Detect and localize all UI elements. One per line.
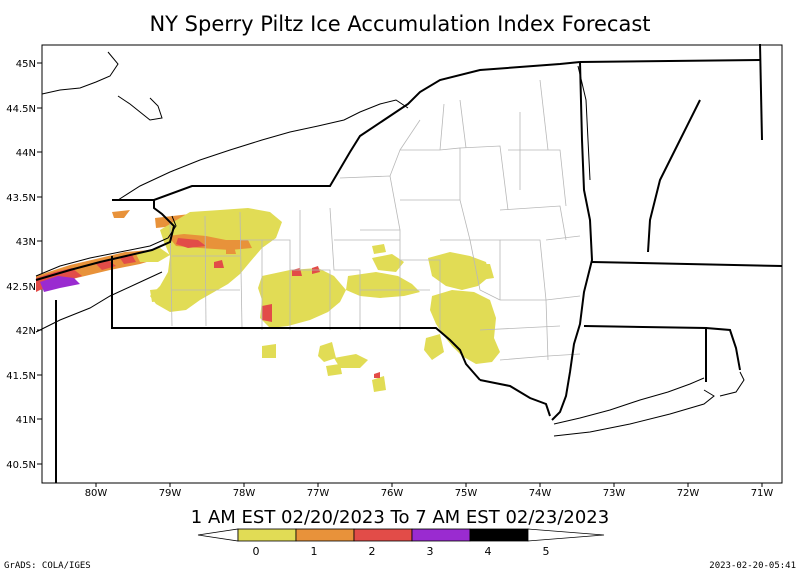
ice-catskills (430, 290, 500, 364)
lake-ontario-north-shore (117, 99, 409, 201)
lon-label-74w: 74W (529, 488, 552, 499)
ice-catskills-east (424, 334, 444, 360)
colorbar-tick-1: 1 (311, 545, 318, 558)
colorbar-bin-4-5 (469, 528, 529, 542)
ice-southern-tier-spot (262, 304, 272, 322)
map-frame (41, 44, 783, 484)
colorbar-bin-0-1 (237, 528, 297, 542)
colorbar-bin-2-3 (353, 528, 413, 542)
ice-wny-spot-2 (226, 246, 236, 254)
ny-border-west (112, 61, 581, 201)
ct-north-border (583, 325, 707, 382)
georgian-bay-shore (117, 95, 163, 121)
us-canada-border-erie (35, 200, 176, 281)
colorbar-tick-3: 3 (427, 545, 434, 558)
lat-label-43-5n: 43.5N (6, 193, 36, 204)
lake-erie-north-shore (35, 215, 177, 277)
colorbar-bin-1-2 (295, 528, 355, 542)
county-lines (169, 79, 581, 361)
ice-pa-spot-3 (326, 364, 342, 376)
colorbar-high-arrow (527, 528, 605, 542)
lat-label-43n: 43N (16, 237, 36, 248)
forecast-period: 1 AM EST 02/20/2023 To 7 AM EST 02/23/20… (191, 507, 609, 528)
lon-label-71w: 71W (751, 488, 774, 499)
ice-central-ny-3 (372, 244, 386, 254)
lon-label-72w: 72W (677, 488, 700, 499)
colorbar-tick-2: 2 (369, 545, 376, 558)
hudson-river (577, 65, 591, 181)
vermont-east-border (759, 43, 763, 141)
ice-pa-spot-7 (150, 288, 168, 302)
colorbar-tick-5: 5 (543, 545, 550, 558)
coastlines (35, 51, 745, 437)
ny-pa-border (111, 256, 481, 381)
lat-label-40-5n: 40.5N (6, 460, 36, 471)
ice-pa-spot-1 (318, 342, 336, 362)
ice-finger-lakes-spot-1 (292, 268, 302, 276)
lon-label-79w: 79W (159, 488, 182, 499)
lon-label-75w: 75W (455, 488, 478, 499)
map-title: NY Sperry Piltz Ice Accumulation Index F… (149, 12, 650, 36)
grads-credit: GrADS: COLA/IGES (4, 561, 91, 571)
lon-label-80w: 80W (85, 488, 108, 499)
colorbar-tick-4: 4 (485, 545, 492, 558)
lon-label-76w: 76W (381, 488, 404, 499)
lat-label-44n: 44N (16, 148, 36, 159)
ice-erie-fringe (136, 248, 170, 262)
ice-wny-spot-1 (214, 260, 224, 268)
lat-label-41n: 41N (16, 415, 36, 426)
colorbar-bin-3-4 (411, 528, 471, 542)
colorbar: 0 1 2 3 4 5 (197, 528, 605, 558)
ice-pa-spot-2 (334, 354, 368, 368)
ice-pa-spot-6 (374, 372, 380, 378)
lat-label-41-5n: 41.5N (6, 371, 36, 382)
vermont-nh-border (579, 59, 761, 63)
ice-southern-tier (258, 268, 346, 328)
ice-pa-spot-5 (372, 376, 386, 392)
colorbar-tick-0: 0 (253, 545, 260, 558)
ice-lake-erie-peak (40, 276, 80, 292)
ice-central-ny-2 (372, 254, 404, 272)
ice-niagara-core (176, 238, 206, 248)
lat-label-42-5n: 42.5N (6, 282, 36, 293)
lat-label-45n: 45N (16, 59, 36, 70)
ice-central-ny-1 (346, 272, 420, 298)
ice-western-ny (150, 208, 282, 312)
long-island-south (553, 389, 715, 437)
lat-label-42n: 42N (16, 326, 36, 337)
ma-north-border (591, 261, 783, 267)
state-borders (35, 43, 783, 483)
lat-label-44-5n: 44.5N (6, 104, 36, 115)
latitude-axis: 45N 44.5N 44N 43.5N 43N 42.5N 42N 41.5N … (6, 59, 42, 471)
ri-border (705, 327, 741, 371)
long-island-sound (553, 377, 705, 425)
lake-huron-shore (41, 51, 119, 95)
ice-central-ny-5 (474, 264, 494, 280)
longitude-axis: 80W 79W 78W 77W 76W 75W 74W 73W 72W 71W (85, 483, 774, 499)
ice-shading (36, 208, 500, 392)
cape-cod (719, 371, 745, 397)
generation-timestamp: 2023-02-20-05:41 (709, 561, 796, 571)
lon-label-77w: 77W (307, 488, 330, 499)
ice-pa-spot-4 (262, 344, 276, 358)
colorbar-low-arrow (197, 528, 239, 542)
ice-ontario-west (112, 210, 130, 218)
lon-label-73w: 73W (603, 488, 626, 499)
ny-nj-border (479, 379, 551, 417)
ny-east-border (551, 61, 594, 421)
lon-label-78w: 78W (233, 488, 256, 499)
nh-vt-river (647, 99, 701, 253)
